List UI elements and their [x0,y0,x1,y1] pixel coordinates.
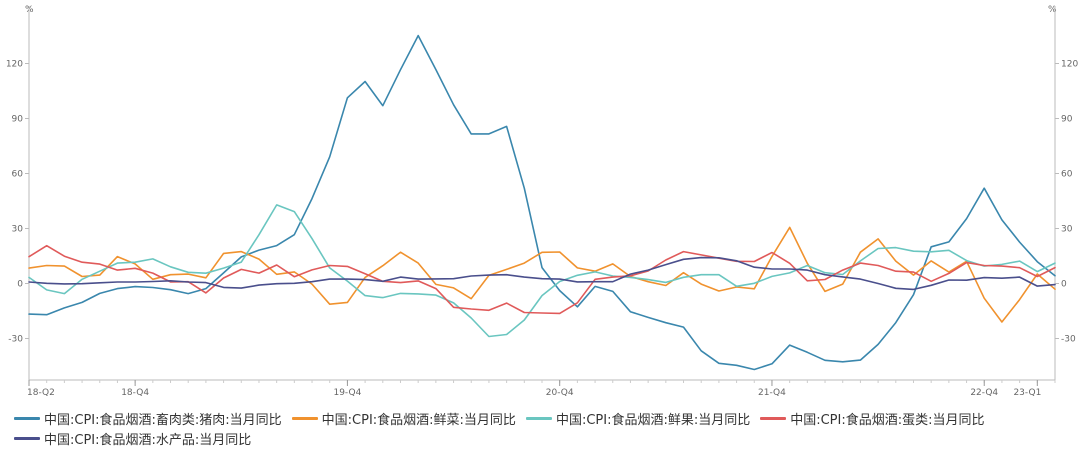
series-layer [28,34,1056,371]
right-axis-unit: % [1048,5,1057,15]
y-tick-label-left: 30 [12,225,24,235]
legend-label: 中国:CPI:食品烟酒:鲜菜:当月同比 [321,412,516,428]
legend-swatch [14,416,40,420]
y-tick-label-left: 60 [12,170,24,180]
y-tick-label-left: 0 [17,280,23,290]
legend-item-5[interactable]: 中国:CPI:食品烟酒:水产品:当月同比 [14,428,251,448]
y-tick-label-right: -30 [1061,335,1076,345]
series-line-3 [28,204,1056,338]
y-tick-label-right: 60 [1061,170,1073,180]
x-tick-label: 19-Q4 [333,388,361,398]
y-tick-label-left: -30 [8,335,23,345]
x-tick-label: 18-Q4 [121,388,149,398]
legend-swatch [14,436,40,440]
y-tick-label-right: 0 [1061,280,1067,290]
y-tick-label-left: 120 [6,60,23,70]
legend-label: 中国:CPI:食品烟酒:蛋类:当月同比 [790,412,985,428]
axes-layer: 120 120 90 90 60 60 30 30 0 0 -30 -30 18-Q2 18-Q4 19-Q… [6,6,1078,398]
x-tick-label: 21-Q4 [758,388,786,398]
y-tick-label-left: 90 [12,115,24,125]
series-line-4 [28,244,1056,315]
series-line-5 [28,256,1056,291]
x-tick-label: 20-Q4 [546,388,574,398]
series-line-2 [28,226,1056,323]
x-tick-label: 22-Q4 [970,388,998,398]
y-tick-label-right: 90 [1061,115,1073,125]
legend-item-4[interactable]: 中国:CPI:食品烟酒:蛋类:当月同比 [760,408,985,428]
legend-label: 中国:CPI:食品烟酒:畜肉类:猪肉:当月同比 [44,412,282,428]
line-chart: % % 12012090906060303000-30-3018-Q218-Q4… [6,5,1079,398]
legend-label: 中国:CPI:食品烟酒:鲜果:当月同比 [555,412,751,428]
legend-item-1[interactable]: 中国:CPI:食品烟酒:畜肉类:猪肉:当月同比 [14,408,282,428]
legend-swatch [525,416,552,420]
series-line-1 [28,34,1056,371]
x-tick-label: 18-Q2 [27,388,55,398]
y-tick-label-right: 30 [1061,225,1073,235]
x-tick-label: 23-Q1 [1013,388,1041,398]
chart-area: % % 12012090906060303000-30-3018-Q218-Q4… [6,5,1079,448]
legend: 中国:CPI:食品烟酒:畜肉类:猪肉:当月同比 中国:CPI:食品烟酒:鲜菜:当月… [14,408,1074,448]
legend-item-3[interactable]: 中国:CPI:食品烟酒:鲜果:当月同比 [525,408,751,428]
y-tick-label-right: 120 [1061,60,1078,70]
legend-item-2[interactable]: 中国:CPI:食品烟酒:鲜菜:当月同比 [291,408,516,428]
legend-label: 中国:CPI:食品烟酒:水产品:当月同比 [44,432,252,448]
legend-swatch [291,416,318,420]
legend-swatch [760,416,787,420]
